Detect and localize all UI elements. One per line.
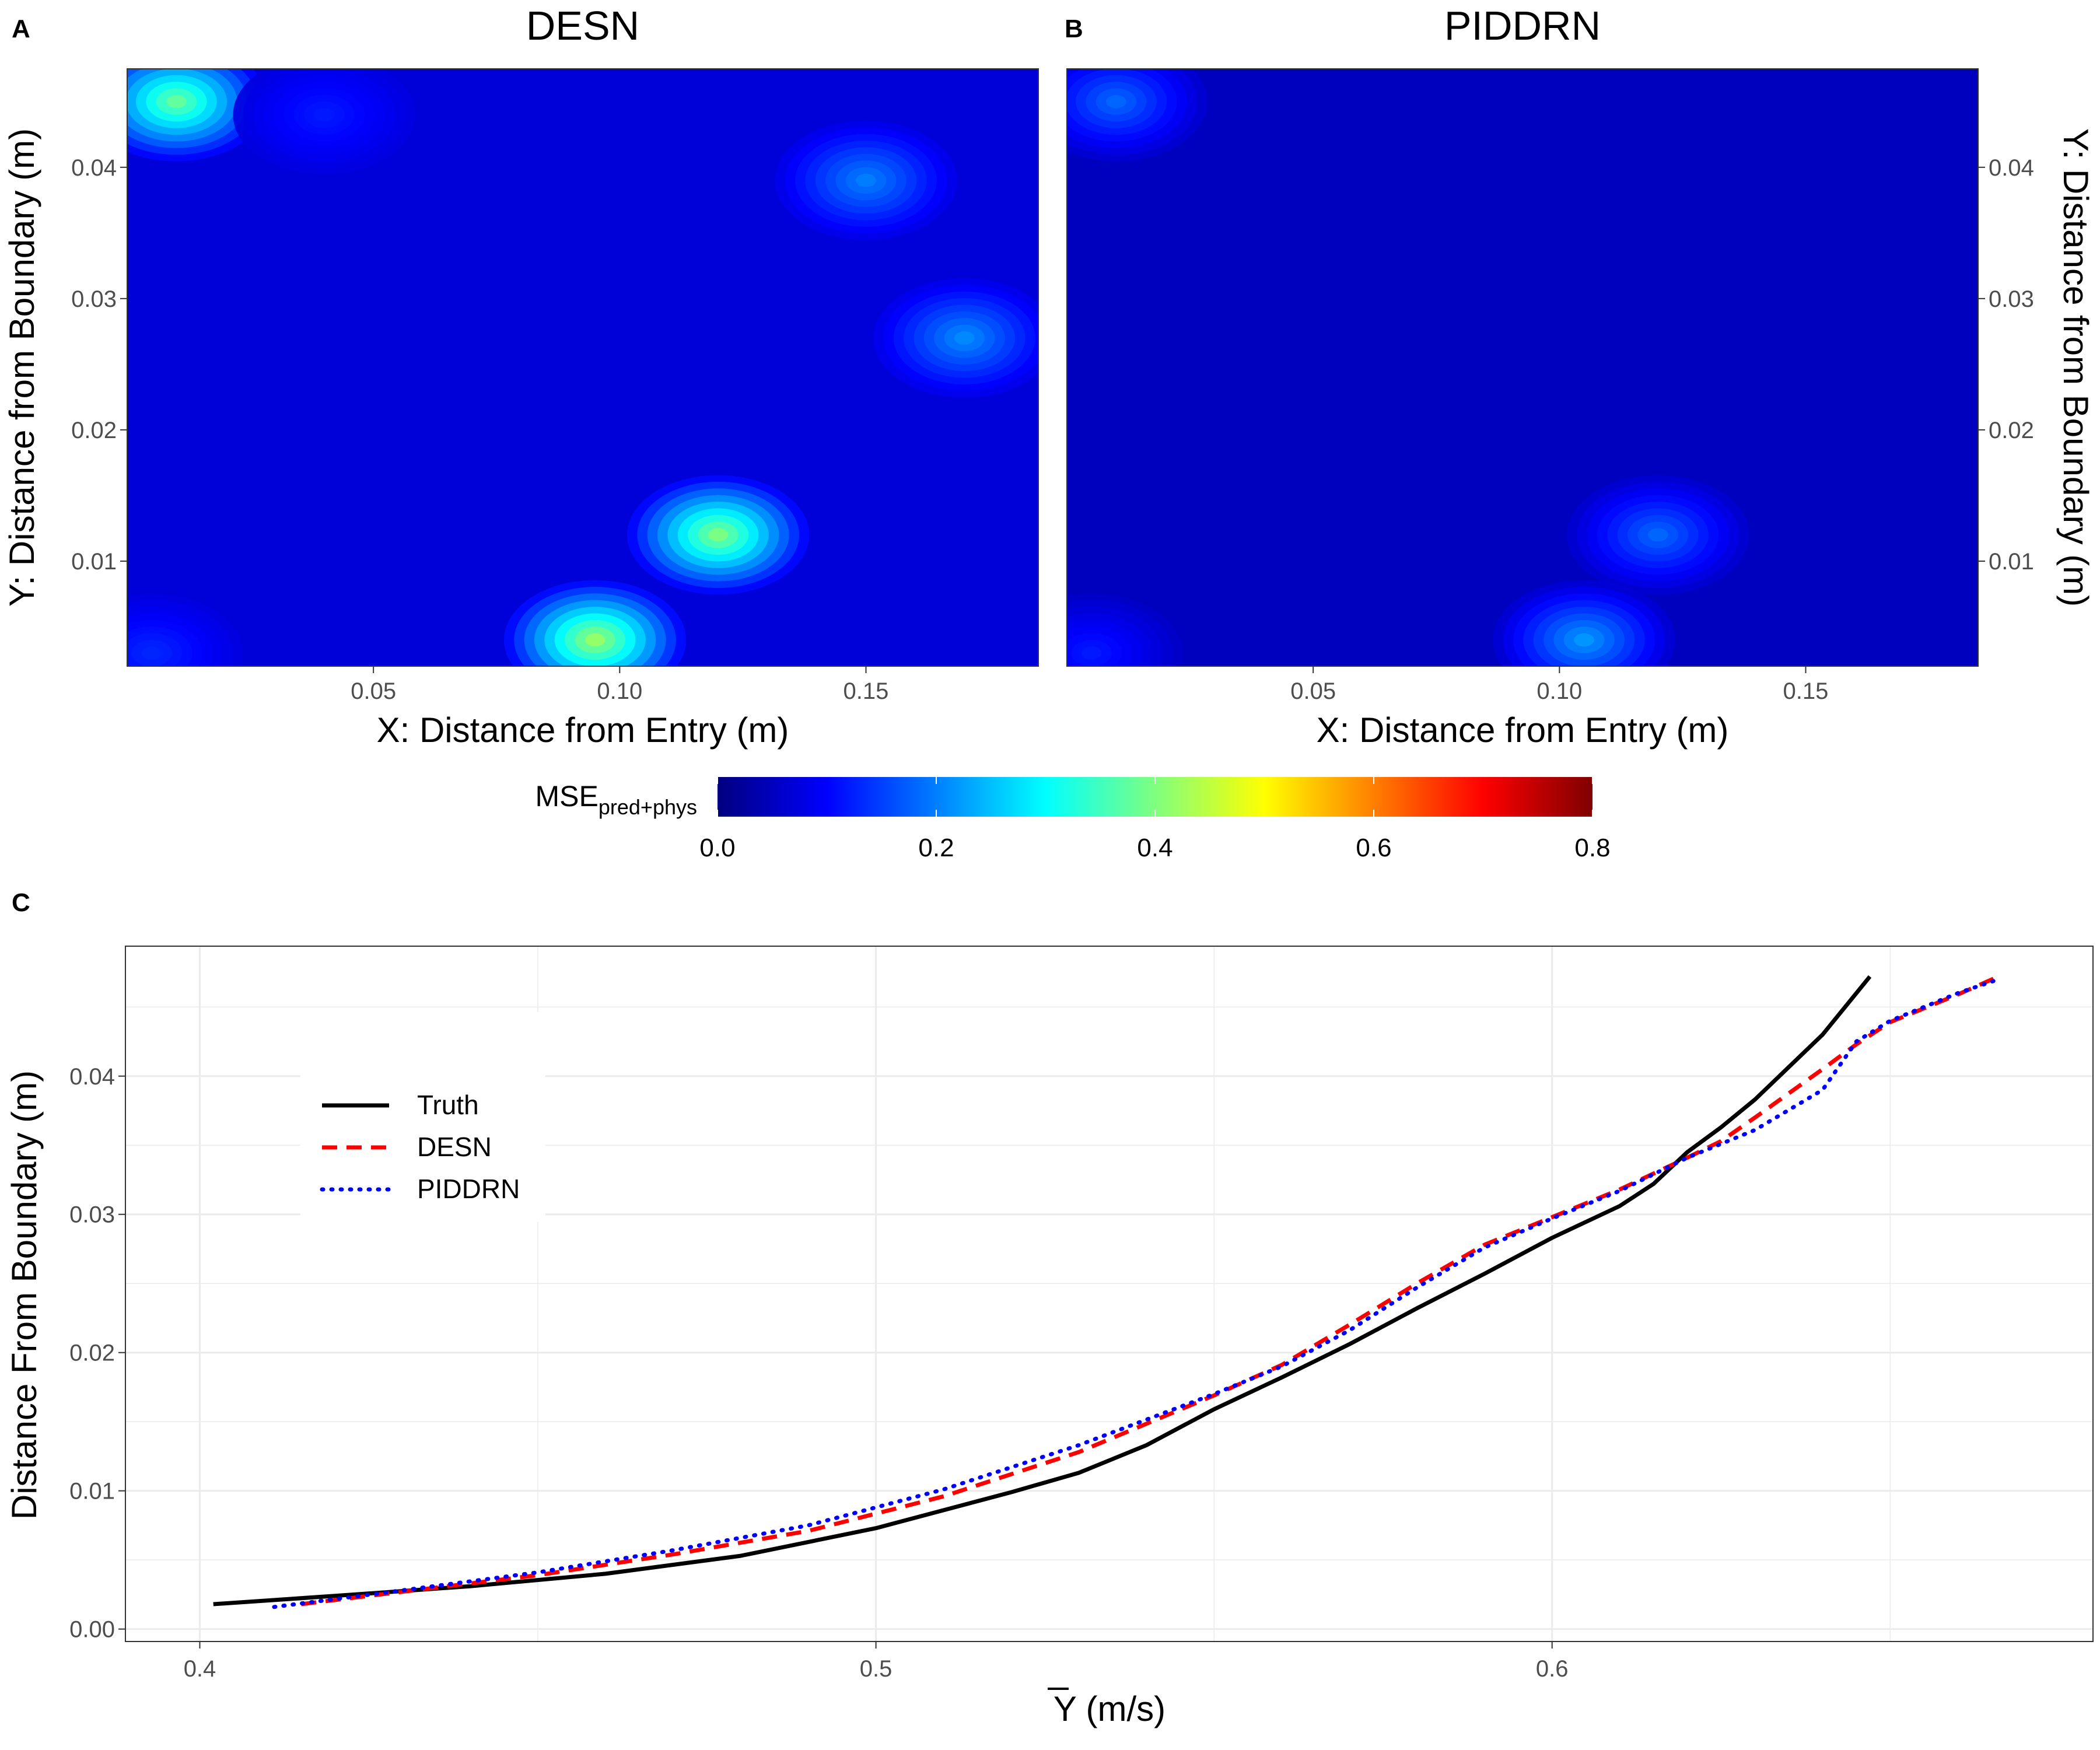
heatmap-b-title: PIDDRN: [1444, 3, 1601, 48]
x-tick-label: 0.05: [1290, 678, 1336, 704]
y-tick-label: 0.01: [71, 549, 117, 575]
y-tick-label: 0.02: [69, 1340, 115, 1366]
heatmap-a-ylabel: Y: Distance from Boundary (m): [2, 128, 41, 607]
panel-c: C 0.4 0.5 0.60.000.010.020.030.04 Y (m/s) …: [5, 888, 2094, 1728]
x-tick-label: 0.10: [1536, 678, 1582, 704]
heatmap-b-frame: [1066, 68, 1979, 667]
heatmap-hotspot-2: [856, 173, 876, 187]
heatmap-hotspot-2: [1574, 633, 1594, 647]
panel-label-a: A: [12, 15, 30, 43]
y-tick-label: 0.01: [69, 1479, 115, 1504]
colorbar: MSEpred+phys 0.0 0.2 0.4 0.6 0.8: [536, 777, 1611, 862]
panel-label-b: B: [1065, 15, 1083, 43]
heatmap-hotspot-0: [1106, 94, 1126, 108]
colorbar-title-main: MSE: [536, 780, 598, 813]
y-tick-label: 0.00: [69, 1617, 115, 1643]
y-tick-label: 0.03: [69, 1202, 115, 1228]
x-tick-label: 0.5: [860, 1656, 892, 1682]
line-plot-xlabel-unit: (m/s): [1076, 1689, 1166, 1728]
legend-label: Truth: [417, 1090, 479, 1120]
heatmap-a-xlabel: X: Distance from Entry (m): [377, 710, 789, 750]
y-tick-label: 0.03: [1989, 286, 2034, 312]
heatmap-a-frame: [127, 68, 1039, 667]
heatmap-b-axes: 0.05 0.10 0.15 0.01 0.02 0.03 0.04: [1290, 155, 2034, 704]
line-plot-xlabel-symbol: Y: [1054, 1689, 1076, 1728]
y-tick-label: 0.02: [1989, 418, 2034, 443]
heatmap-hotspot-3: [954, 331, 975, 345]
legend-label: DESN: [417, 1132, 492, 1162]
legend-label: PIDDRN: [417, 1174, 520, 1204]
line-plot-xlabel: Y (m/s): [1054, 1689, 1166, 1728]
colorbar-tick-label: 0.2: [918, 834, 954, 862]
y-tick-label: 0.04: [1989, 155, 2034, 181]
line-plot-ylabel: Distance From Boundary (m): [5, 1070, 44, 1520]
legend: Truth DESN PIDDRN: [300, 1012, 545, 1222]
heatmap-a-axes: 0.05 0.10 0.15 0.01 0.02 0.03 0.04: [71, 155, 888, 704]
colorbar-tick-label: 0.4: [1137, 834, 1172, 862]
heatmap-hotspot-1: [1647, 528, 1668, 542]
colorbar-title-sub: pred+phys: [598, 795, 697, 819]
heatmap-hotspot-4: [708, 528, 729, 542]
heatmap-a-title: DESN: [526, 3, 639, 48]
x-tick-label: 0.4: [184, 1656, 216, 1682]
heatmap-hotspot-3: [1081, 646, 1102, 660]
line-plot-axes: 0.4 0.5 0.6 0.00 0.01 0.02 0.03 0.04: [69, 1064, 1568, 1682]
heatmap-hotspot-0: [166, 94, 187, 108]
colorbar-tick-label: 0.0: [699, 834, 735, 862]
line-plot-grid: [125, 946, 2093, 1642]
heatmap-hotspot-1: [314, 108, 335, 122]
colorbar-tick-label: 0.8: [1574, 834, 1610, 862]
y-tick-label: 0.04: [69, 1064, 115, 1090]
x-tick-label: 0.6: [1536, 1656, 1569, 1682]
x-tick-label: 0.15: [1783, 678, 1829, 704]
line-plot-frame: [125, 946, 2094, 1642]
colorbar-title: MSEpred+phys: [536, 780, 697, 819]
heatmap-b-xlabel: X: Distance from Entry (m): [1317, 710, 1729, 750]
x-tick-label: 0.15: [844, 678, 889, 704]
panel-b: B PIDDRN 0.05 0.10 0.15 0.01 0.02 0.03 0.04 X:…: [1065, 3, 2095, 750]
heatmap-b-ylabel: Y: Distance from Boundary (m): [2056, 128, 2095, 607]
panel-label-c: C: [12, 888, 30, 917]
line-plot-series: [213, 974, 2001, 1609]
legend-background: [300, 1012, 545, 1222]
panel-a: A DESN 0.05 0.10 0.15 0.01 0.02 0.03 0.04 X: D…: [2, 3, 1039, 750]
heatmap-a-field: [127, 69, 1038, 666]
series-line-truth: [213, 975, 1872, 1606]
y-tick-label: 0.03: [71, 286, 117, 312]
colorbar-ticks: 0.0 0.2 0.4 0.6 0.8: [699, 777, 1611, 862]
y-tick-label: 0.01: [1989, 549, 2034, 575]
x-tick-label: 0.10: [597, 678, 642, 704]
y-tick-label: 0.02: [71, 418, 117, 443]
series-line-piddrn: [272, 977, 2001, 1609]
heatmap-base: [1067, 69, 1978, 666]
heatmap-hotspot-5: [584, 633, 606, 647]
series-line-desn: [300, 974, 2000, 1606]
y-tick-label: 0.04: [71, 155, 117, 181]
colorbar-tick-label: 0.6: [1356, 834, 1391, 862]
heatmap-hotspot-6: [141, 646, 162, 660]
heatmap-b-field: [1067, 69, 1978, 666]
x-tick-label: 0.05: [351, 678, 396, 704]
